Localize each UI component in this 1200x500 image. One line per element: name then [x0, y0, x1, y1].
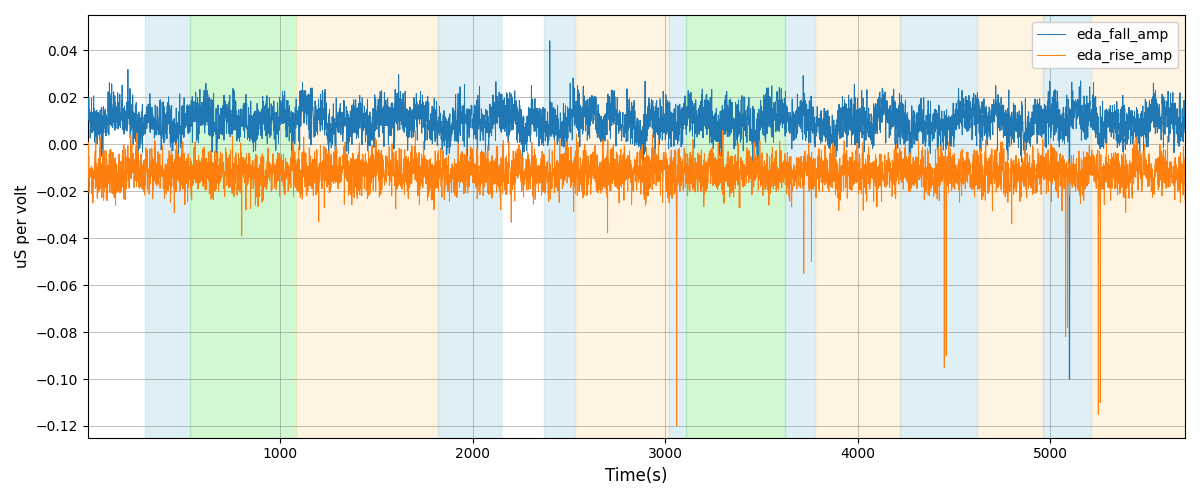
eda_fall_amp [718, 132, 732, 138]
eda_rise_amp [450, 181, 464, 187]
eda_rise_amp [670, 423, 684, 429]
eda_fall_amp [623, 108, 637, 114]
eda_fall_amp [542, 38, 557, 44]
Line: eda_rise_amp: eda_rise_amp [88, 130, 1184, 426]
Bar [145, 15, 190, 438]
Bar [815, 15, 900, 438]
Bar [575, 15, 670, 438]
Bar [502, 15, 544, 438]
eda_rise_amp [205, 190, 220, 196]
Bar [190, 15, 295, 438]
eda_fall_amp [1018, 138, 1032, 143]
eda_rise_amp [80, 190, 95, 196]
Bar [1091, 15, 1184, 438]
eda_rise_amp [718, 166, 732, 172]
eda_fall_amp [205, 110, 220, 116]
Line: eda_fall_amp: eda_fall_amp [88, 41, 1184, 379]
Bar [785, 15, 815, 438]
Legend: eda_fall_amp, eda_rise_amp: eda_fall_amp, eda_rise_amp [1032, 22, 1178, 68]
eda_rise_amp [1129, 164, 1144, 170]
eda_rise_amp [623, 148, 637, 154]
Bar [295, 15, 438, 438]
eda_fall_amp [1062, 376, 1076, 382]
Bar [670, 15, 686, 438]
Bar [1043, 15, 1091, 438]
eda_fall_amp [80, 108, 95, 114]
eda_fall_amp [450, 106, 464, 112]
eda_fall_amp [1129, 104, 1144, 110]
Bar [686, 15, 785, 438]
Bar [977, 15, 1043, 438]
eda_rise_amp [1177, 197, 1192, 203]
Bar [88, 15, 145, 438]
Bar [544, 15, 575, 438]
eda_fall_amp [1177, 108, 1192, 114]
Bar [438, 15, 502, 438]
X-axis label: Time(s): Time(s) [605, 467, 667, 485]
Bar [900, 15, 977, 438]
Y-axis label: uS per volt: uS per volt [14, 184, 30, 268]
eda_rise_amp [1018, 174, 1032, 180]
eda_rise_amp [715, 127, 730, 133]
